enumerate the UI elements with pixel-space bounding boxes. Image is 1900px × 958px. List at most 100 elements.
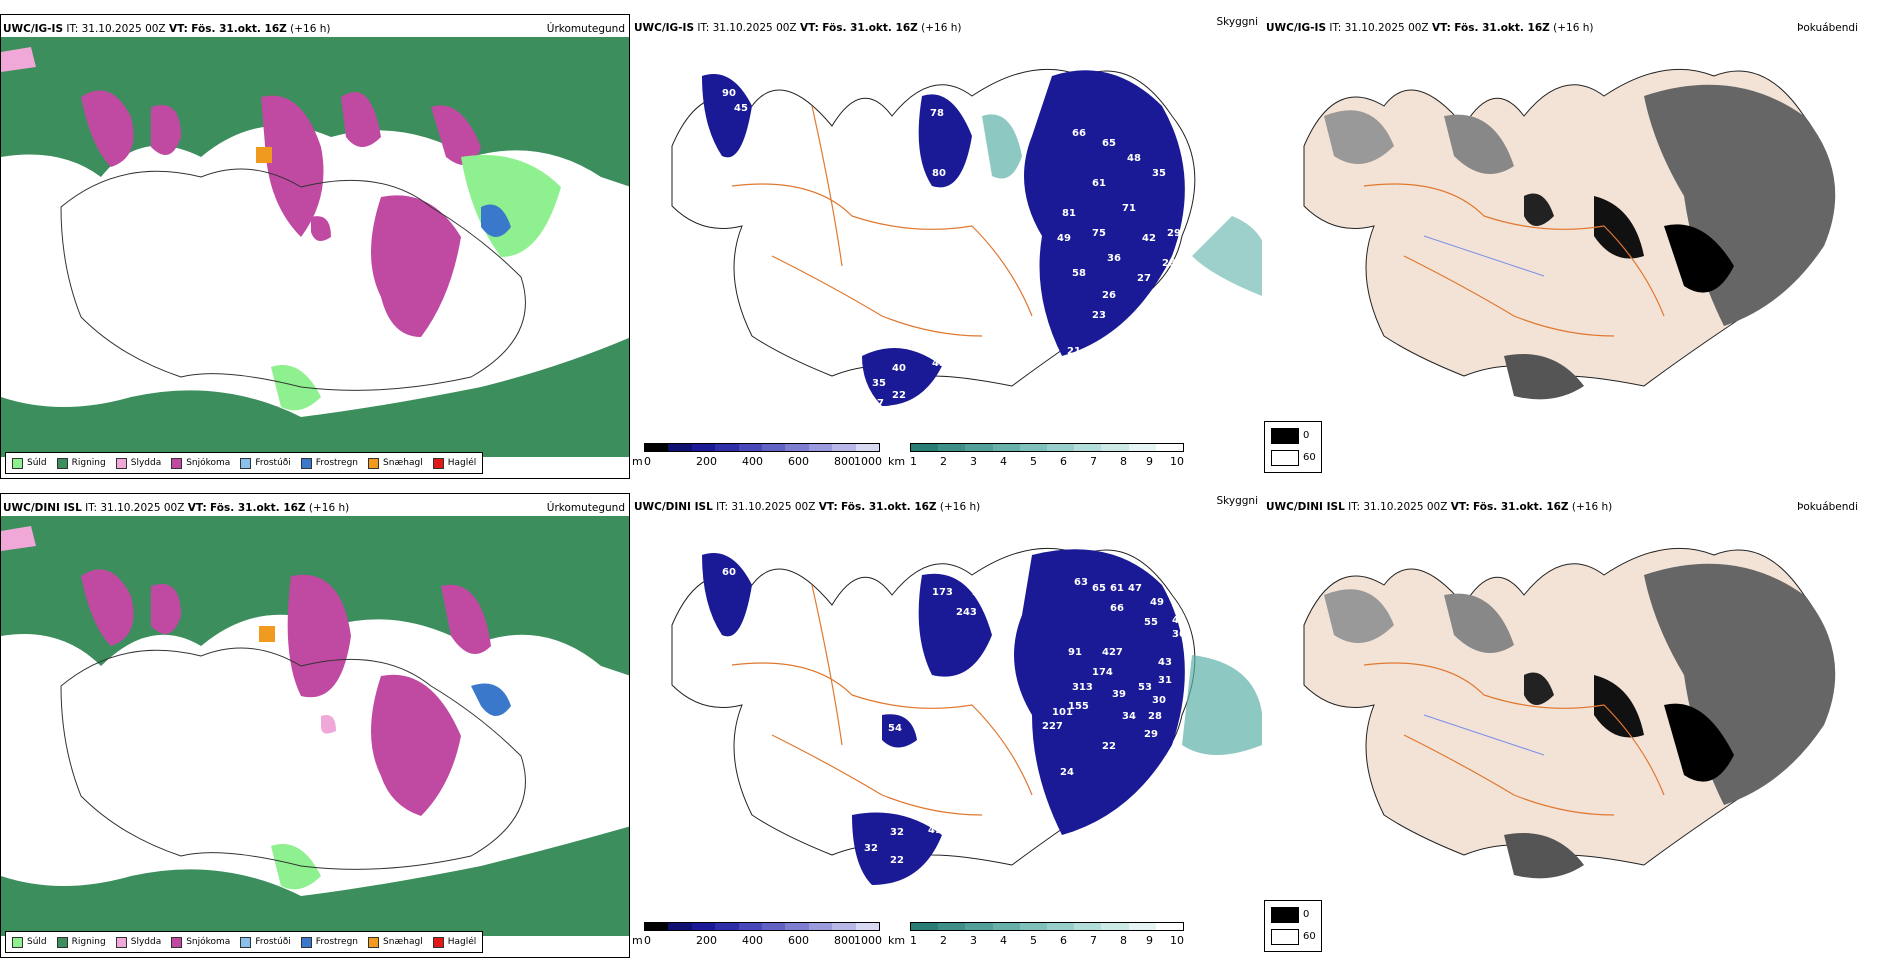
legend-item: Súld (12, 457, 47, 469)
ceiling-map: 63 65 61 47 66 49 55 42 36 91 427 174 43… (671, 547, 1262, 885)
label: 78 (930, 108, 944, 119)
legend-item: Slydda (115, 936, 161, 948)
swatch-freezing-drizzle (240, 457, 252, 469)
label: 23 (1092, 310, 1106, 321)
swatch-rain (56, 457, 68, 469)
fog-indicator-map (1303, 547, 1836, 879)
label: 313 (1072, 682, 1093, 693)
precip-type-panel-row1: UWC/IG-IS IT: 31.10.2025 00Z VT: Fös. 31… (0, 14, 630, 479)
legend-item: Frostregn (300, 457, 358, 469)
precip-type-panel-row2: UWC/DINI ISL IT: 31.10.2025 00Z VT: Fös.… (0, 493, 630, 958)
visibility-tick: 6 (1060, 934, 1067, 947)
swatch-hail (432, 457, 444, 469)
label: 91 (1068, 647, 1082, 658)
label: 101 (1052, 707, 1073, 718)
ceiling-unit: m (632, 934, 643, 947)
label: 174 (1092, 667, 1113, 678)
visibility-tick: 9 (1146, 934, 1153, 947)
visibility-tick: 10 (1170, 934, 1184, 947)
fog-legend-swatch-black (1271, 907, 1299, 923)
visibility-tick: 3 (970, 934, 977, 947)
label: 27 (1137, 273, 1151, 284)
label: 53 (1138, 682, 1152, 693)
label: 48 (1127, 153, 1141, 164)
panel-header: UWC/IG-IS IT: 31.10.2025 00Z VT: Fös. 31… (634, 22, 962, 34)
legend-item: Snæhagl (368, 936, 423, 948)
label: 28 (1148, 711, 1162, 722)
label: 45 (932, 358, 946, 369)
label: 42 (1142, 233, 1156, 244)
label: 21 (1067, 346, 1081, 357)
label: 49 (928, 825, 942, 836)
label: 47 (1128, 583, 1142, 594)
visibility-tick: 6 (1060, 455, 1067, 468)
ceiling-tick: 0 (644, 934, 651, 947)
fog-indicator-panel-row1: UWC/IG-IS IT: 31.10.2025 00Z VT: Fös. 31… (1264, 14, 1900, 479)
visibility-tick: 8 (1120, 455, 1127, 468)
panel-title: Þokuábendi (1797, 501, 1858, 513)
fog-indicator-panel-row2: UWC/DINI ISL IT: 31.10.2025 00Z VT: Fös.… (1264, 493, 1900, 958)
label: 28 (1162, 258, 1176, 269)
label: 292 (972, 587, 993, 598)
label: 90 (722, 88, 736, 99)
swatch-rain (56, 936, 68, 948)
visibility-colorbar: km 1 2 3 4 5 6 7 8 9 10 (888, 922, 1188, 952)
label: 35 (872, 378, 886, 389)
label: 22 (1102, 741, 1116, 752)
label: 75 (1092, 228, 1106, 239)
visibility-tick: 2 (940, 455, 947, 468)
label: 22 (890, 855, 904, 866)
label: 45 (734, 103, 748, 114)
panel-header: UWC/DINI ISL IT: 31.10.2025 00Z VT: Fös.… (3, 502, 350, 514)
legend-item: Rigning (56, 457, 106, 469)
swatch-snow-grains (368, 936, 380, 948)
ceiling-tick: 0 (644, 455, 651, 468)
label: 61 (1110, 583, 1124, 594)
legend-item: Frostregn (300, 936, 358, 948)
panel-title: Skyggni (1216, 16, 1259, 28)
visibility-tick: 5 (1030, 455, 1037, 468)
legend-item: Súld (12, 936, 47, 948)
label: 22 (892, 390, 906, 401)
legend-item: Haglél (432, 936, 476, 948)
legend-item: Frostúði (240, 936, 291, 948)
legend-item: Slydda (115, 457, 161, 469)
legend-item: Rigning (56, 936, 106, 948)
ceiling-tick: 1000 (854, 455, 882, 468)
ceiling-tick: 200 (696, 934, 717, 947)
label: 31 (1158, 675, 1172, 686)
fog-legend-label: 0 (1303, 430, 1310, 441)
fog-legend: 0 60 (1264, 900, 1322, 952)
ceiling-tick: 800 (834, 455, 855, 468)
panel-title: Skyggni (1216, 495, 1259, 507)
ceiling-tick: 1000 (854, 934, 882, 947)
panel-title: Þokuábendi (1797, 22, 1858, 34)
fog-legend-label: 0 (1303, 909, 1310, 920)
visibility-tick: 1 (910, 455, 917, 468)
ceiling-tick: 600 (788, 455, 809, 468)
legend-item: Snjókoma (171, 457, 230, 469)
panel-header: UWC/IG-IS IT: 31.10.2025 00Z VT: Fös. 31… (3, 23, 331, 35)
label: 60 (722, 567, 736, 578)
label: 24 (1060, 767, 1074, 778)
visibility-colorbar-bar (910, 443, 1184, 452)
fog-legend-swatch-white (1271, 450, 1299, 466)
label: 32 (864, 843, 878, 854)
label: 40 (892, 363, 906, 374)
precip-type-map (1, 516, 629, 936)
visibility-tick: 3 (970, 455, 977, 468)
visibility-unit: km (888, 455, 906, 468)
label: 66 (1110, 603, 1124, 614)
label: 29 (1144, 729, 1158, 740)
swatch-drizzle (12, 936, 23, 948)
visibility-tick: 10 (1170, 455, 1184, 468)
visibility-colorbar-bar (910, 922, 1184, 931)
label: 63 (1018, 713, 1032, 724)
label: 227 (1042, 721, 1063, 732)
label: 65 (1102, 138, 1116, 149)
label: 36 (1172, 629, 1186, 640)
label: 36 (1107, 253, 1121, 264)
label: 61 (1092, 178, 1106, 189)
visibility-tick: 2 (940, 934, 947, 947)
label: 55 (1144, 617, 1158, 628)
